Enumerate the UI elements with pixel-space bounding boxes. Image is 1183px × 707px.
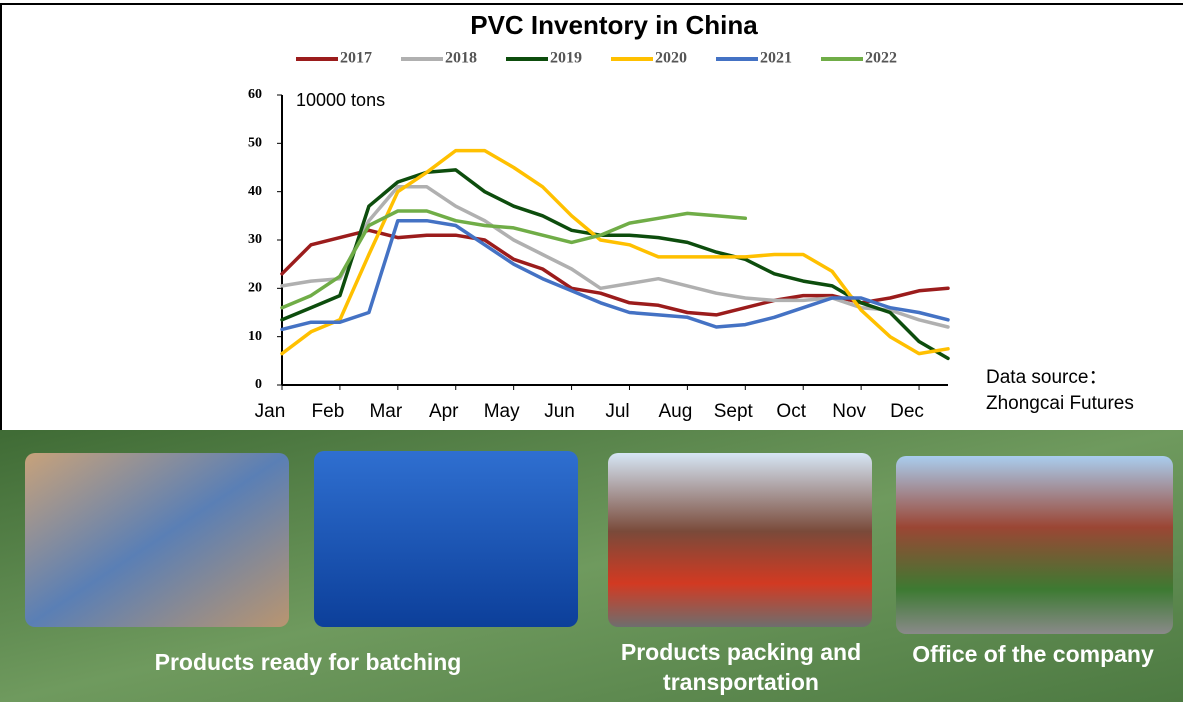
panel-caption: Products packing and transportation bbox=[621, 639, 861, 695]
chart-title: PVC Inventory in China bbox=[470, 10, 758, 40]
y-tick-label: 60 bbox=[248, 87, 262, 102]
x-tick-label: Nov bbox=[832, 401, 866, 422]
y-tick-label: 0 bbox=[255, 377, 262, 392]
x-tick-label: Apr bbox=[429, 401, 459, 422]
legend-label: 2018 bbox=[445, 50, 477, 67]
panel-caption: Products ready for batching bbox=[155, 649, 462, 675]
y-tick-label: 20 bbox=[248, 281, 262, 296]
x-tick-label: Jan bbox=[255, 401, 286, 422]
series-line bbox=[280, 218, 950, 332]
x-tick-label: Feb bbox=[312, 401, 345, 422]
x-tick-label: Jul bbox=[605, 401, 629, 422]
legend-label: 2022 bbox=[865, 50, 897, 67]
series-line bbox=[280, 148, 950, 356]
photo-blue-rolls bbox=[314, 451, 578, 627]
photo-truck bbox=[608, 453, 872, 627]
legend-label: 2019 bbox=[550, 50, 582, 67]
x-tick-label: Aug bbox=[658, 401, 692, 422]
y-tick-label: 50 bbox=[248, 136, 262, 151]
source-label: Data source： bbox=[986, 367, 1107, 388]
y-tick-label: 10 bbox=[248, 329, 262, 344]
photo-office bbox=[896, 456, 1173, 634]
x-tick-label: May bbox=[484, 401, 520, 422]
legend-label: 2017 bbox=[340, 50, 372, 67]
series-line bbox=[280, 209, 748, 310]
y-axis-unit: 10000 tons bbox=[296, 90, 385, 110]
panel-caption: Office of the company bbox=[912, 641, 1154, 667]
photo-rolls bbox=[25, 453, 289, 627]
chart-background bbox=[0, 0, 1183, 430]
source-name: Zhongcai Futures bbox=[986, 393, 1134, 414]
legend-label: 2021 bbox=[760, 50, 792, 67]
x-tick-label: Jun bbox=[544, 401, 575, 422]
x-tick-label: Oct bbox=[776, 401, 806, 422]
legend-label: 2020 bbox=[655, 50, 687, 67]
x-tick-label: Sept bbox=[714, 401, 754, 422]
series-line bbox=[280, 168, 950, 361]
y-tick-label: 40 bbox=[248, 184, 262, 199]
y-tick-label: 30 bbox=[248, 232, 262, 247]
x-tick-label: Dec bbox=[890, 401, 924, 422]
x-tick-label: Mar bbox=[369, 401, 402, 422]
